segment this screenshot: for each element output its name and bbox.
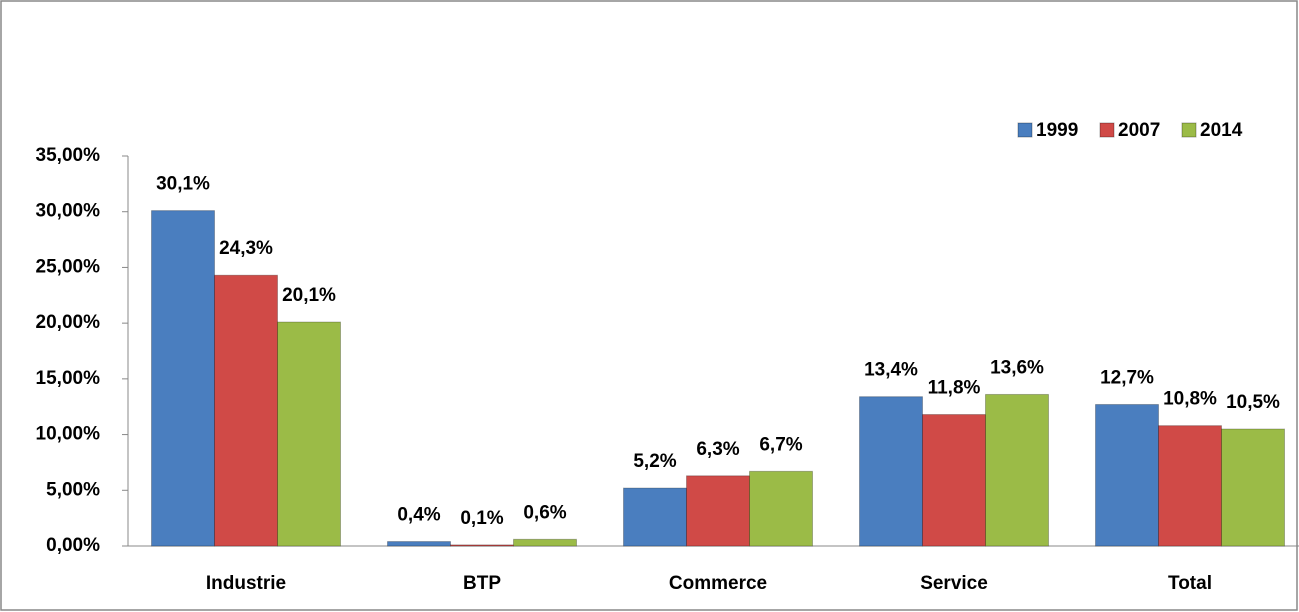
value-label: 6,7% (759, 434, 802, 455)
bar (513, 538, 577, 547)
value-label: 13,6% (990, 357, 1044, 378)
value-label: 5,2% (633, 451, 676, 472)
y-tick-label: 35,00% (36, 145, 101, 166)
bar (151, 210, 215, 547)
x-tick-label: Commerce (669, 573, 767, 594)
x-tick-label: Industrie (206, 573, 286, 594)
y-tick-label: 5,00% (46, 479, 100, 500)
value-label: 11,8% (928, 378, 981, 399)
bar (985, 393, 1049, 547)
legend-swatch (1017, 122, 1033, 138)
y-tick-label: 10,00% (36, 424, 101, 445)
y-tick-label: 15,00% (36, 368, 101, 389)
value-label: 0,6% (523, 502, 566, 523)
legend-label: 2014 (1200, 120, 1243, 141)
value-label: 20,1% (282, 285, 336, 306)
bar (387, 541, 451, 547)
value-label: 6,3% (696, 439, 739, 460)
bar (686, 475, 750, 547)
x-tick-label: Total (1168, 573, 1212, 594)
bar (1158, 425, 1222, 547)
bar (749, 470, 813, 547)
bar (623, 487, 687, 547)
bar (1221, 428, 1285, 547)
y-tick-label: 30,00% (36, 201, 101, 222)
legend-swatch (1181, 122, 1197, 138)
value-label: 10,5% (1226, 392, 1280, 413)
y-tick-label: 0,00% (46, 535, 100, 556)
legend-swatch (1099, 122, 1115, 138)
value-label: 13,4% (864, 360, 918, 381)
bar (450, 544, 514, 547)
value-label: 24,3% (219, 238, 273, 259)
bar (1095, 403, 1159, 547)
bar (859, 396, 923, 547)
bar (277, 321, 341, 547)
y-tick-label: 25,00% (36, 256, 101, 277)
value-label: 10,8% (1163, 389, 1217, 410)
y-tick-label: 20,00% (36, 312, 101, 333)
x-tick-label: Service (920, 573, 988, 594)
legend-label: 2007 (1118, 120, 1160, 141)
value-label: 0,1% (460, 508, 503, 529)
value-label: 0,4% (397, 505, 440, 526)
legend-label: 1999 (1036, 120, 1078, 141)
bar (214, 274, 278, 547)
bar (922, 414, 986, 547)
x-tick-label: BTP (463, 573, 501, 594)
value-label: 30,1% (156, 174, 210, 195)
value-label: 12,7% (1100, 368, 1154, 389)
